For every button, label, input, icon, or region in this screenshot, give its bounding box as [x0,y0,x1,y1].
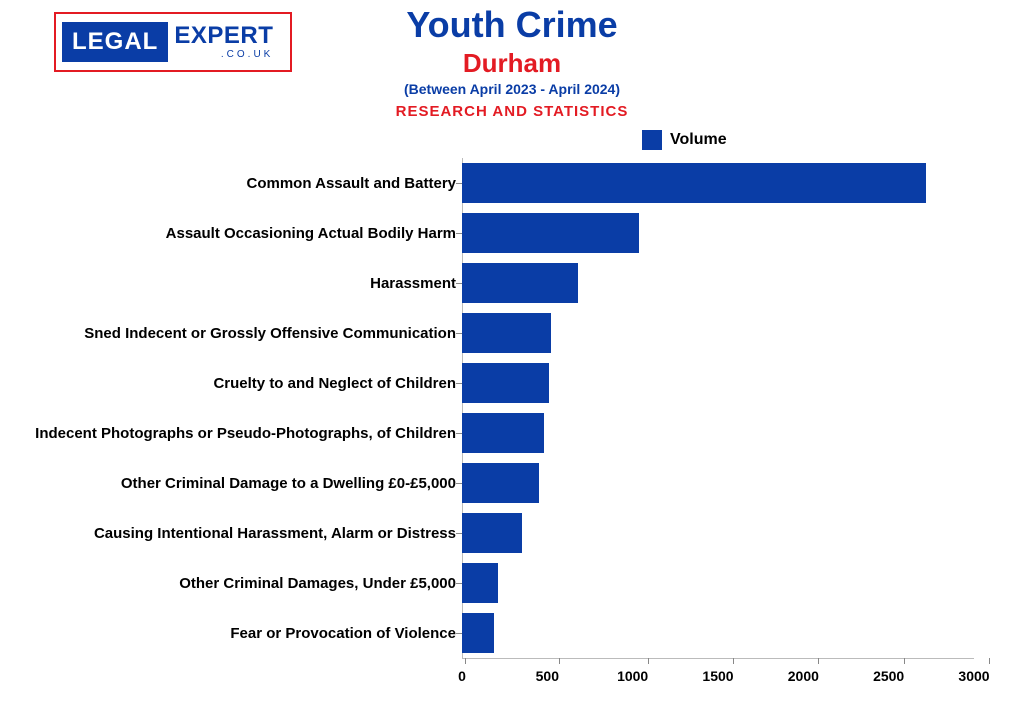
x-tick: 3000 [974,658,1005,684]
bar-row: Fear or Provocation of Violence [0,608,1024,658]
page-period: (Between April 2023 - April 2024) [0,81,1024,97]
bar-track [462,413,544,453]
category-label: Indecent Photographs or Pseudo-Photograp… [6,425,456,442]
bar-track [462,513,522,553]
x-tick-label: 0 [458,668,466,684]
category-label: Fear or Provocation of Violence [6,625,456,642]
x-tick: 2000 [803,658,834,684]
x-tick-label: 1500 [702,668,733,684]
bar-row: Assault Occasioning Actual Bodily Harm [0,208,1024,258]
bar-row: Harassment [0,258,1024,308]
x-tick-label: 2500 [873,668,904,684]
bar-row: Indecent Photographs or Pseudo-Photograp… [0,408,1024,458]
category-label: Other Criminal Damages, Under £5,000 [6,575,456,592]
bar-track [462,213,639,253]
x-tick: 1000 [633,658,664,684]
x-tick-mark [733,658,734,664]
category-label: Other Criminal Damage to a Dwelling £0-£… [6,475,456,492]
bar [462,613,494,653]
bar-row: Sned Indecent or Grossly Offensive Commu… [0,308,1024,358]
x-tick-label: 500 [536,668,559,684]
chart-legend: Volume [642,130,727,150]
bar [462,563,498,603]
header: Youth Crime Durham (Between April 2023 -… [0,4,1024,120]
bar [462,513,522,553]
bar-track [462,163,926,203]
bar-row: Causing Intentional Harassment, Alarm or… [0,508,1024,558]
bar-track [462,463,539,503]
bar-track [462,363,549,403]
bar-row: Cruelty to and Neglect of Children [0,358,1024,408]
x-tick-mark [904,658,905,664]
x-tick-label: 3000 [958,668,989,684]
bar-track [462,263,578,303]
bar-track [462,613,494,653]
x-tick-mark [648,658,649,664]
x-tick-mark [559,658,560,664]
x-tick-mark [465,658,466,664]
x-tick: 1500 [718,658,749,684]
category-label: Causing Intentional Harassment, Alarm or… [6,525,456,542]
category-label: Sned Indecent or Grossly Offensive Commu… [6,325,456,342]
bar-row: Other Criminal Damages, Under £5,000 [0,558,1024,608]
legend-swatch [642,130,662,150]
category-label: Common Assault and Battery [6,175,456,192]
bar-track [462,313,551,353]
bar [462,263,578,303]
bar-row: Common Assault and Battery [0,158,1024,208]
x-tick-mark [989,658,990,664]
page-title: Youth Crime [0,4,1024,46]
bar-row: Other Criminal Damage to a Dwelling £0-£… [0,458,1024,508]
x-tick: 500 [547,658,570,684]
bar [462,163,926,203]
x-tick-mark [818,658,819,664]
legend-label: Volume [670,131,727,149]
page-section: RESEARCH AND STATISTICS [0,103,1024,120]
x-tick-label: 2000 [788,668,819,684]
bar [462,463,539,503]
x-tick: 2500 [889,658,920,684]
category-label: Assault Occasioning Actual Bodily Harm [6,225,456,242]
bar [462,213,639,253]
bar [462,413,544,453]
category-label: Cruelty to and Neglect of Children [6,375,456,392]
x-tick-label: 1000 [617,668,648,684]
category-label: Harassment [6,275,456,292]
bar [462,313,551,353]
x-tick: 0 [462,658,470,684]
bar-track [462,563,498,603]
bar-chart: 0 500 1000 1500 2000 2500 3000 Common Assault … [0,158,1024,698]
x-axis-ticks: 050010001500200025003000 [462,658,974,688]
bar [462,363,549,403]
page-subtitle: Durham [0,48,1024,79]
